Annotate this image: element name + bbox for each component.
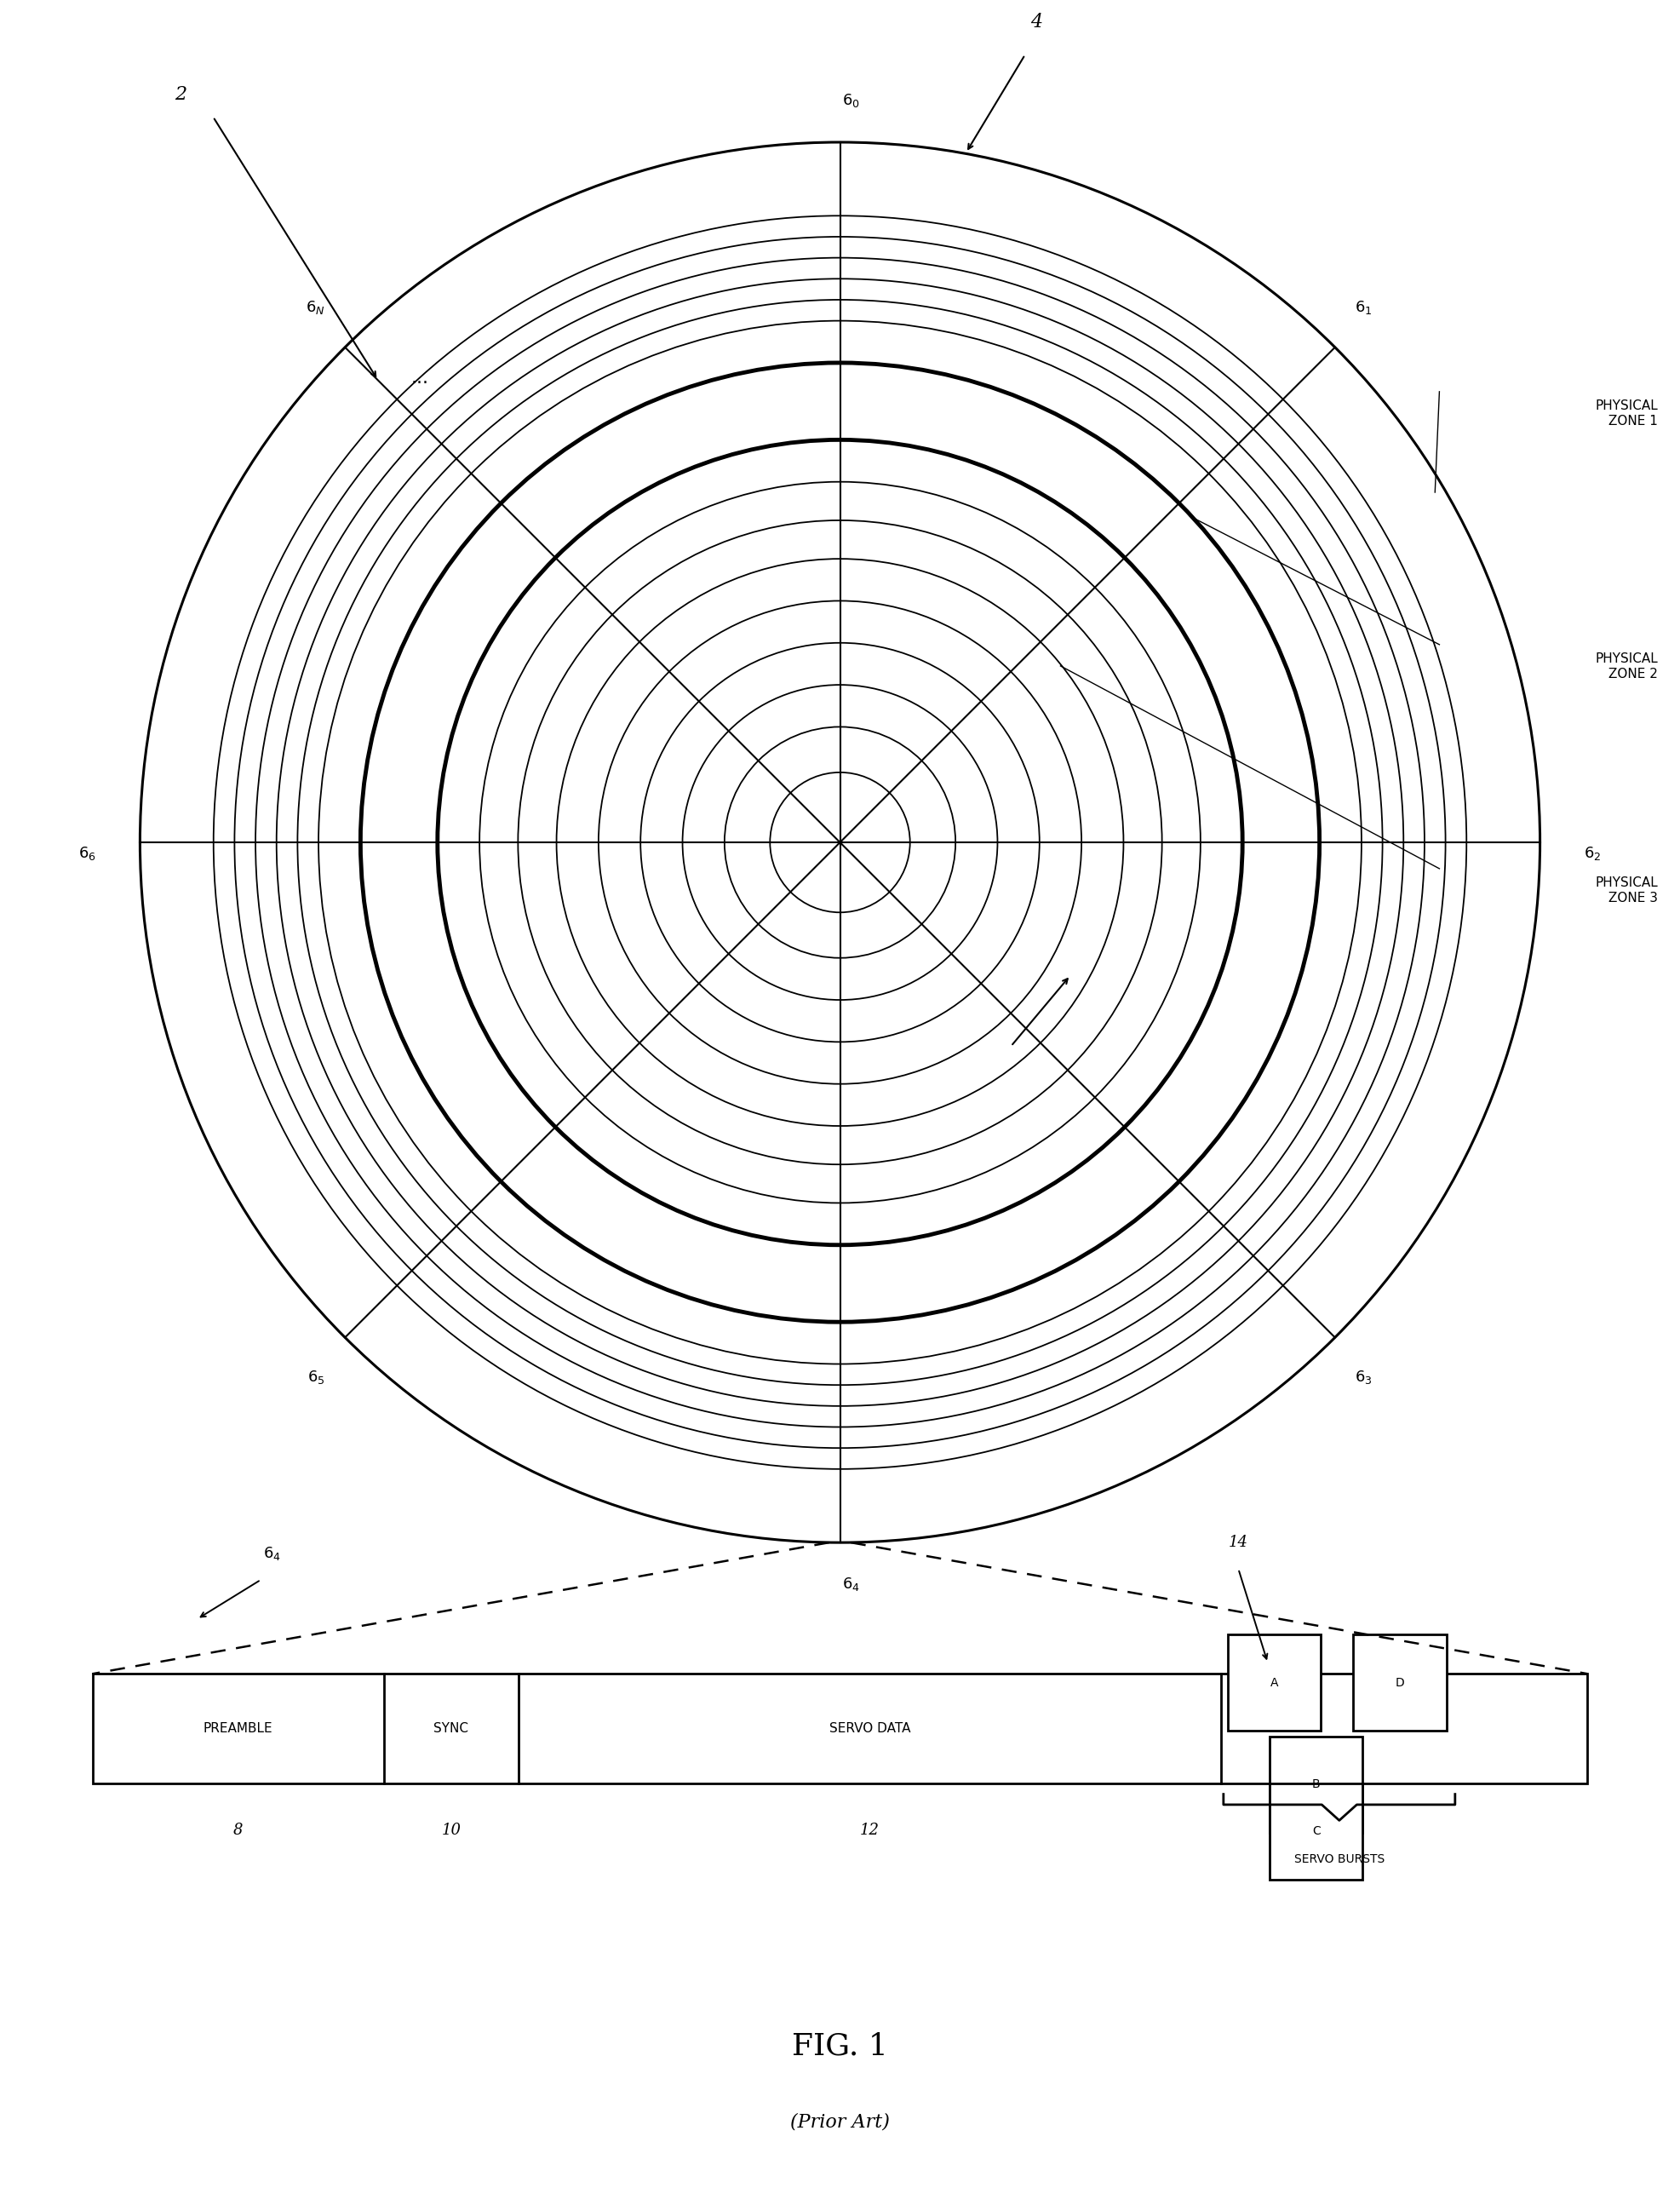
- Text: $6_{4}$: $6_{4}$: [842, 1575, 860, 1593]
- Text: PHYSICAL
ZONE 3: PHYSICAL ZONE 3: [1596, 875, 1658, 906]
- Text: 8: 8: [234, 1823, 244, 1838]
- Bar: [92, 1674, 1588, 1783]
- Text: PHYSICAL
ZONE 1: PHYSICAL ZONE 1: [1596, 398, 1658, 429]
- Bar: [1270, 1737, 1362, 1834]
- Text: C: C: [1312, 1825, 1320, 1838]
- Text: 12: 12: [860, 1823, 880, 1838]
- Text: PREAMBLE: PREAMBLE: [203, 1722, 272, 1735]
- Text: $6_{1}$: $6_{1}$: [1356, 300, 1373, 317]
- Text: $6_{0}$: $6_{0}$: [842, 92, 860, 109]
- Text: ...: ...: [412, 370, 428, 387]
- Text: D: D: [1396, 1676, 1404, 1689]
- Text: 10: 10: [442, 1823, 460, 1838]
- Bar: [1270, 1783, 1362, 1879]
- Text: $6_N$: $6_N$: [306, 300, 324, 317]
- Text: $6_{3}$: $6_{3}$: [1356, 1368, 1373, 1385]
- Text: A: A: [1270, 1676, 1278, 1689]
- Text: SERVO DATA: SERVO DATA: [830, 1722, 911, 1735]
- Bar: [1228, 1634, 1320, 1731]
- Text: SYNC: SYNC: [433, 1722, 469, 1735]
- Text: 2: 2: [175, 85, 186, 105]
- Text: (Prior Art): (Prior Art): [790, 2114, 890, 2131]
- Text: 4: 4: [1030, 13, 1042, 31]
- Text: $6_{5}$: $6_{5}$: [307, 1368, 324, 1385]
- Text: PHYSICAL
ZONE 2: PHYSICAL ZONE 2: [1596, 652, 1658, 680]
- Text: FIG. 1: FIG. 1: [791, 2030, 889, 2061]
- Text: $6_{2}$: $6_{2}$: [1584, 845, 1601, 862]
- Text: SERVO BURSTS: SERVO BURSTS: [1294, 1853, 1384, 1864]
- Text: 14: 14: [1228, 1534, 1248, 1551]
- Text: B: B: [1312, 1779, 1320, 1790]
- Text: $6_4$: $6_4$: [264, 1545, 281, 1562]
- Text: $6_{6}$: $6_{6}$: [79, 845, 96, 862]
- Bar: [1354, 1634, 1446, 1731]
